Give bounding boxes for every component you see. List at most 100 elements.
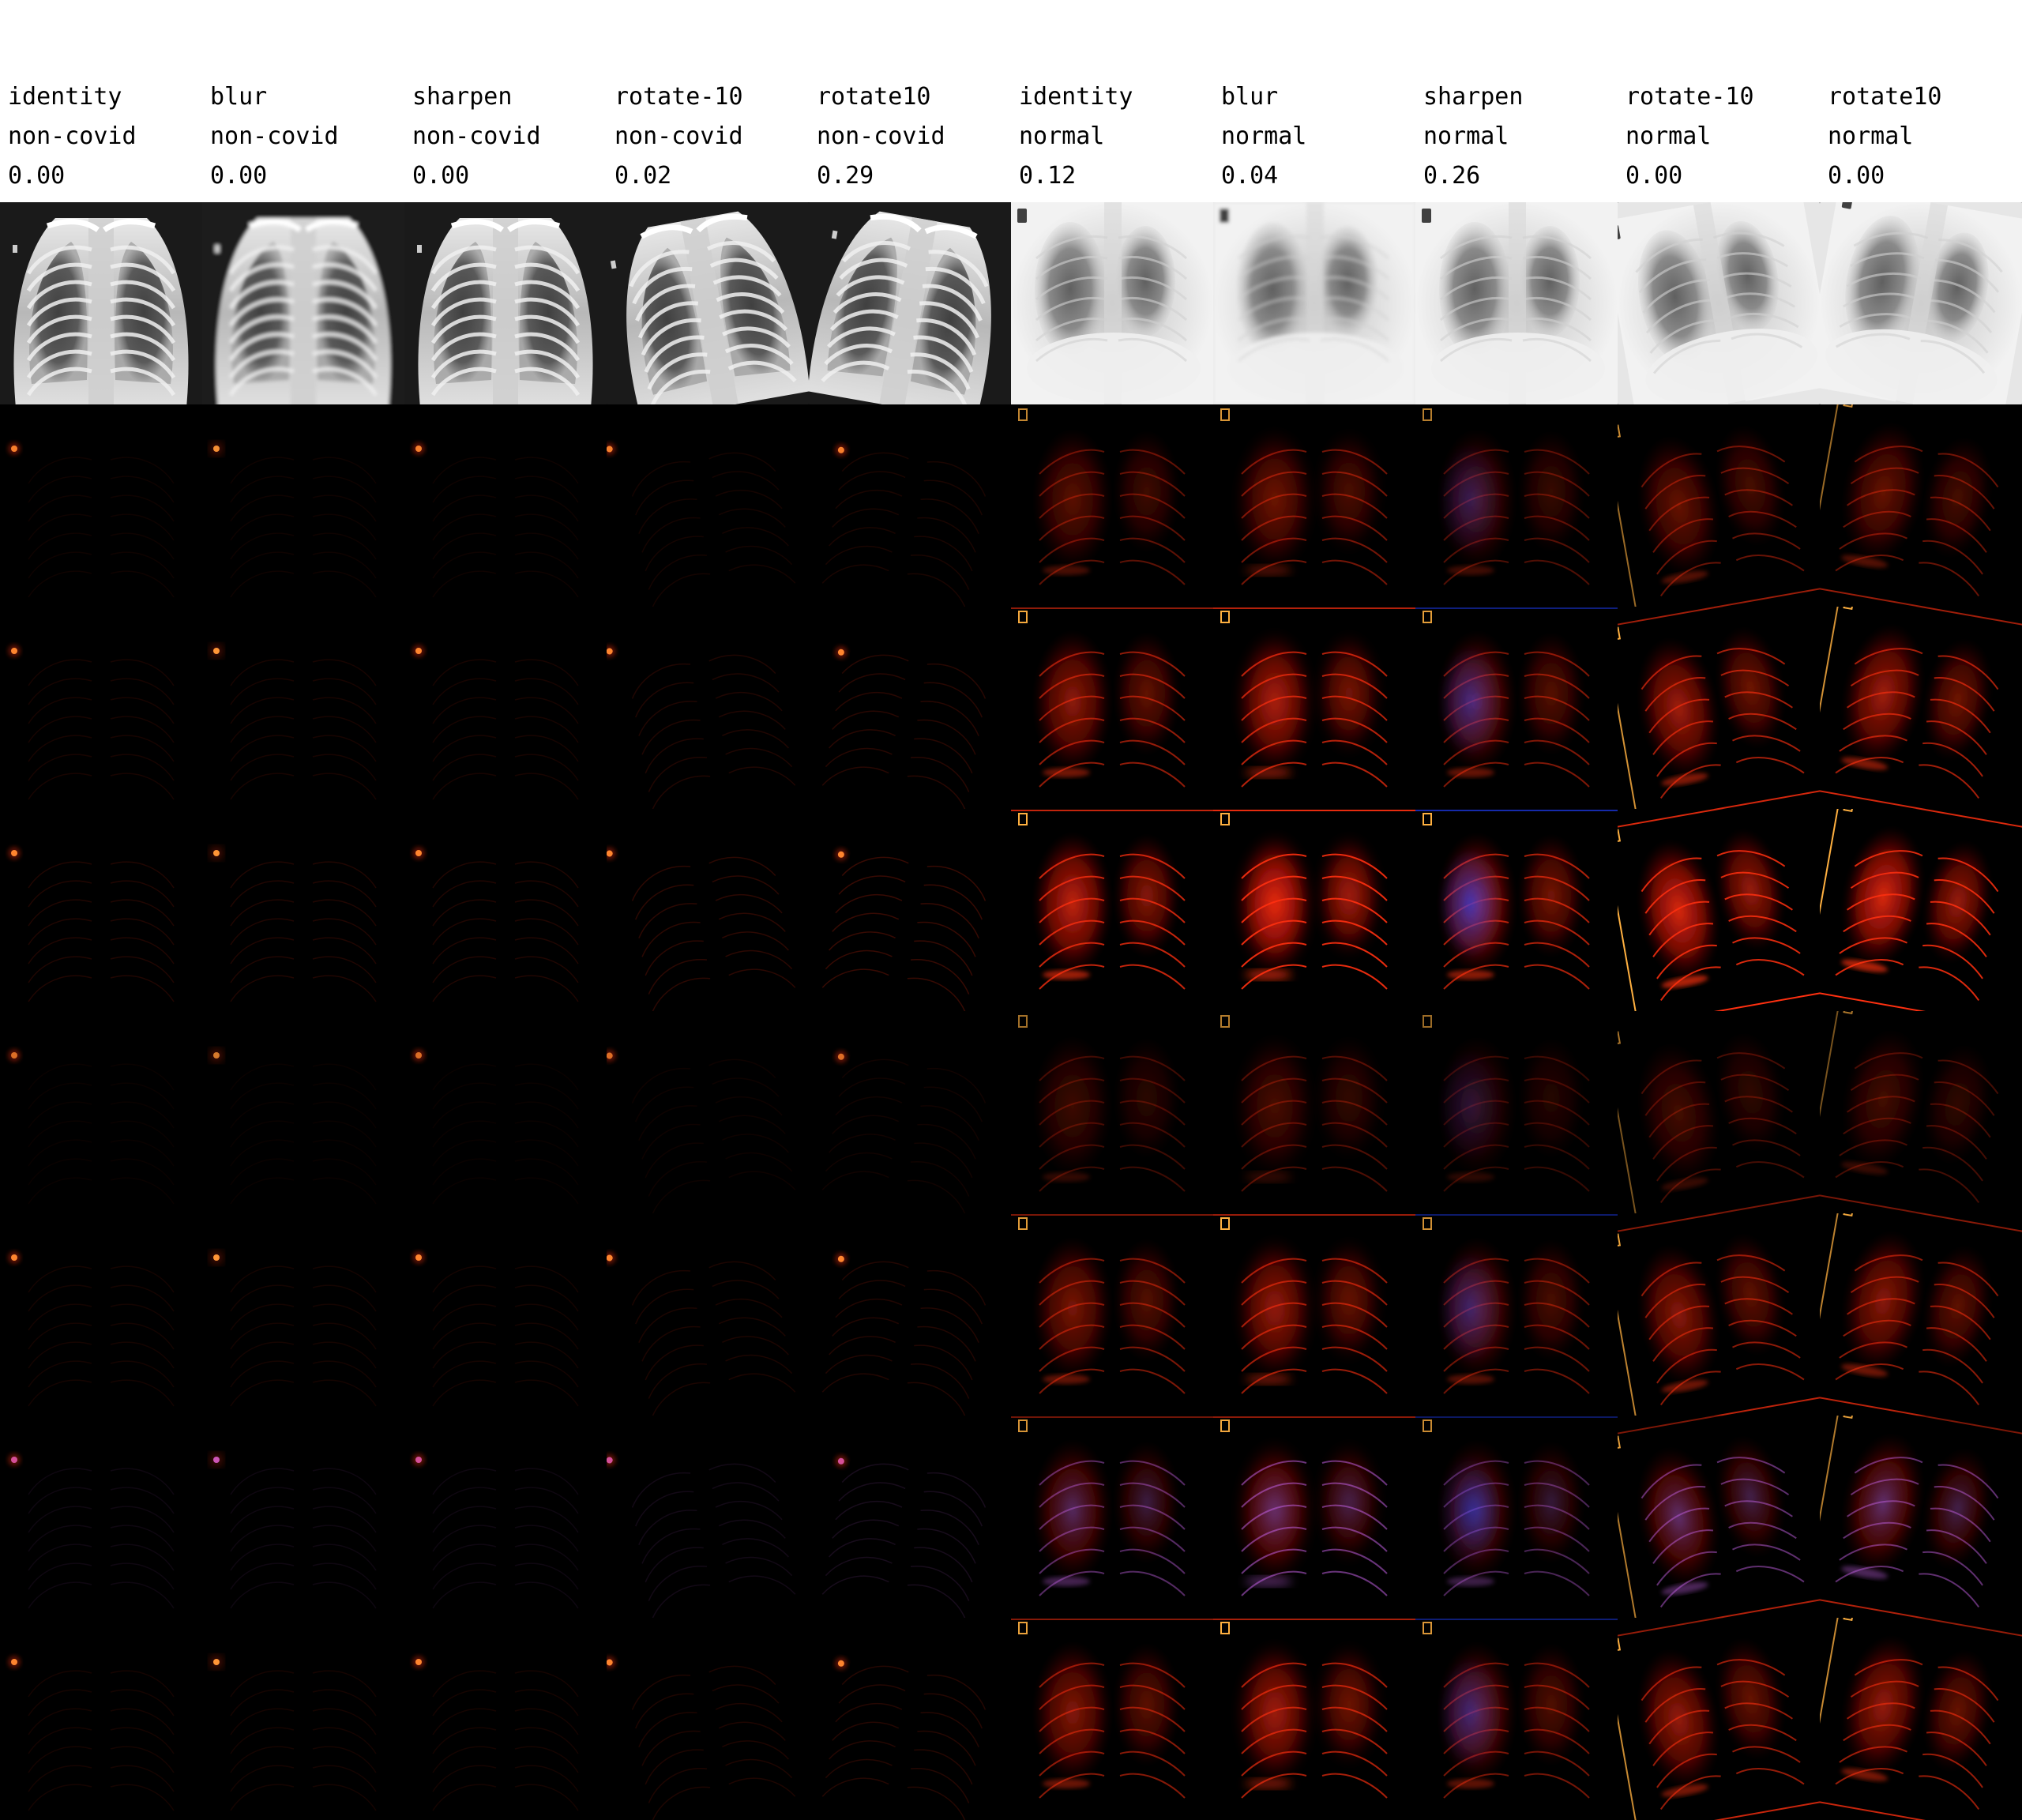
saliency-map [1618,1618,1820,1820]
augmentation-label: blur [1221,83,1279,111]
saliency-map [1011,1416,1213,1618]
augmentation-label: rotate10 [1828,83,1942,111]
saliency-map [607,1416,809,1618]
column-header: rotate10 normal 0.00 [1820,0,2022,202]
saliency-map [1011,404,1213,607]
column-header: blur normal 0.04 [1213,0,1415,202]
saliency-map [1820,1618,2022,1820]
class-label: non-covid [817,122,945,150]
saliency-map [202,1213,404,1416]
augmentation-label: identity [8,83,122,111]
image-grid [0,202,2022,1820]
saliency-map [809,1011,1011,1213]
column-header: identity non-covid 0.00 [0,0,202,202]
score-label: 0.00 [1828,162,1885,190]
score-label: 0.00 [1625,162,1683,190]
score-label: 0.12 [1019,162,1077,190]
saliency-map [809,1618,1011,1820]
score-label: 0.26 [1423,162,1481,190]
saliency-map [404,404,607,607]
xray-image [1011,202,1213,404]
score-label: 0.00 [412,162,470,190]
class-label: non-covid [412,122,541,150]
saliency-map [1618,607,1820,809]
saliency-map [1415,809,1618,1011]
saliency-map [809,1213,1011,1416]
saliency-map [1213,1011,1415,1213]
saliency-map [0,1011,202,1213]
class-label: non-covid [210,122,339,150]
saliency-map [809,607,1011,809]
score-label: 0.00 [210,162,268,190]
saliency-map [1618,1213,1820,1416]
saliency-map [1820,1011,2022,1213]
saliency-map [1011,607,1213,809]
xray-image [1618,202,1820,404]
saliency-map [1618,1416,1820,1618]
saliency-map [404,1618,607,1820]
class-label: non-covid [8,122,137,150]
xray-image [404,202,607,404]
saliency-map [1415,1618,1618,1820]
augmentation-label: blur [210,83,268,111]
saliency-map [404,1011,607,1213]
class-label: non-covid [614,122,743,150]
saliency-map [1820,404,2022,607]
column-header: identity normal 0.12 [1011,0,1213,202]
saliency-map [1415,607,1618,809]
score-label: 0.29 [817,162,874,190]
saliency-map [1213,809,1415,1011]
saliency-map [1415,404,1618,607]
class-label: normal [1423,122,1509,150]
saliency-map [0,1618,202,1820]
saliency-map [202,607,404,809]
xray-image [809,202,1011,404]
augmentation-label: rotate-10 [614,83,743,111]
saliency-map [809,404,1011,607]
score-label: 0.04 [1221,162,1279,190]
saliency-map [1415,1011,1618,1213]
saliency-map [1618,809,1820,1011]
column-header: rotate-10 non-covid 0.02 [607,0,809,202]
saliency-map [202,404,404,607]
saliency-map [1213,1618,1415,1820]
class-label: normal [1828,122,1914,150]
saliency-map [202,1416,404,1618]
saliency-map [1820,1416,2022,1618]
xray-image [0,202,202,404]
class-label: normal [1019,122,1105,150]
saliency-map [607,1213,809,1416]
saliency-map [809,809,1011,1011]
saliency-map [202,1618,404,1820]
saliency-map [202,809,404,1011]
column-header: rotate-10 normal 0.00 [1618,0,1820,202]
saliency-map [1618,404,1820,607]
saliency-map [1820,1213,2022,1416]
saliency-map [1415,1213,1618,1416]
class-label: normal [1221,122,1307,150]
augmentation-label: sharpen [412,83,513,111]
saliency-map [0,607,202,809]
saliency-map [607,1011,809,1213]
saliency-map [809,1416,1011,1618]
augmentation-label: rotate10 [817,83,931,111]
saliency-map [1213,1416,1415,1618]
column-header: sharpen normal 0.26 [1415,0,1618,202]
augmentation-label: identity [1019,83,1133,111]
saliency-map [607,404,809,607]
xray-image [1820,202,2022,404]
column-header: blur non-covid 0.00 [202,0,404,202]
score-label: 0.02 [614,162,672,190]
saliency-map [202,1011,404,1213]
saliency-map [1213,404,1415,607]
saliency-map [1213,607,1415,809]
xray-image [1415,202,1618,404]
xray-image [1213,202,1415,404]
saliency-map [1415,1416,1618,1618]
column-header: sharpen non-covid 0.00 [404,0,607,202]
xray-image [607,202,809,404]
augmentation-label: rotate-10 [1625,83,1754,111]
saliency-map [1618,1011,1820,1213]
saliency-map [0,1213,202,1416]
saliency-map [0,404,202,607]
